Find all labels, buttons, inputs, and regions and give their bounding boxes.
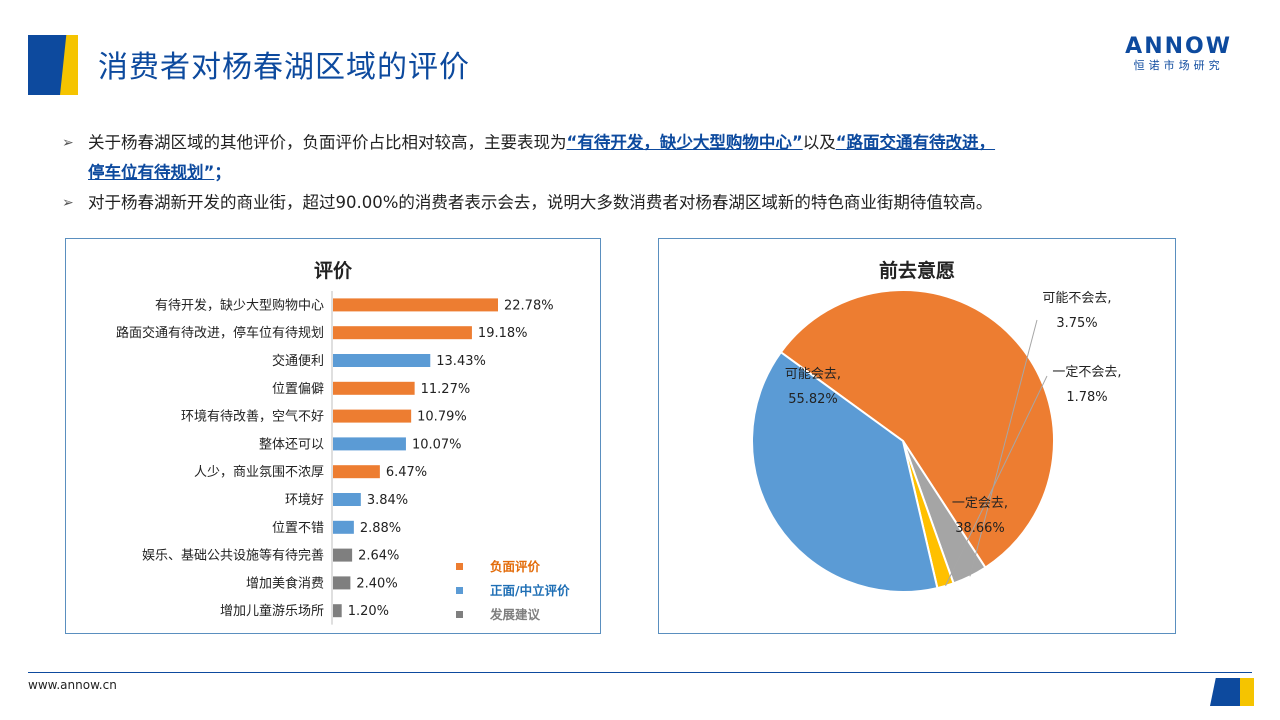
footer-accent-yellow bbox=[1240, 678, 1254, 706]
bar-value-label: 2.88% bbox=[360, 521, 401, 536]
logo-subtitle: 恒诺市场研究 bbox=[1133, 59, 1224, 72]
page-title: 消费者对杨春湖区域的评价 bbox=[98, 50, 470, 85]
bar-value-label: 10.07% bbox=[412, 437, 462, 452]
bar bbox=[333, 465, 380, 479]
legend-label: 发展建议 bbox=[489, 607, 541, 622]
pie-slice-value: 3.75% bbox=[1056, 316, 1097, 331]
legend-label: 正面/中立评价 bbox=[490, 583, 570, 598]
bar-category-label: 人少，商业氛围不浓厚 bbox=[194, 465, 324, 480]
bar-value-label: 13.43% bbox=[436, 354, 486, 369]
legend-swatch bbox=[456, 587, 463, 594]
pie-slice-label: 可能会去, bbox=[785, 367, 841, 382]
legend-swatch bbox=[456, 563, 463, 570]
bar bbox=[333, 604, 342, 618]
bar-value-label: 3.84% bbox=[367, 493, 408, 508]
bullet-1-highlight-1: “有待开发，缺少大型购物中心” bbox=[566, 133, 803, 152]
bar-category-label: 增加美食消费 bbox=[246, 575, 324, 591]
pie-slice-label: 一定不会去, bbox=[1052, 365, 1121, 380]
footer-url: www.annow.cn bbox=[28, 678, 117, 692]
bar-value-label: 2.64% bbox=[358, 549, 399, 564]
bar-chart-panel: 评价有待开发，缺少大型购物中心 22.78% 路面交通有待改进，停车位有待规划 19.… bbox=[65, 238, 601, 634]
bar-value-label: 10.79% bbox=[417, 410, 467, 425]
pie-slice-value: 38.66% bbox=[955, 521, 1005, 536]
bar-value-label: 19.18% bbox=[478, 326, 528, 341]
logo-wordmark: ANNOW bbox=[1125, 34, 1232, 59]
bar-category-label: 路面交通有待改进，停车位有待规划 bbox=[116, 325, 324, 341]
bullet-arrow-icon: ➢ bbox=[62, 135, 74, 151]
pie-chart-panel: 前去意愿可能会去, 55.82% 可能不会去, 3.75% 一定不会去, 1.78% 一定会… bbox=[658, 238, 1176, 634]
bar-category-label: 环境有待改善，空气不好 bbox=[181, 409, 324, 425]
bar-category-label: 位置不错 bbox=[272, 521, 324, 536]
annow-logo: ANNOW 恒诺市场研究 bbox=[1125, 34, 1232, 73]
pie-leader-line bbox=[945, 375, 1048, 587]
bar bbox=[333, 437, 406, 451]
bar bbox=[333, 520, 354, 534]
bar bbox=[333, 548, 353, 562]
pie-slice-label: 一定会去, bbox=[952, 496, 1008, 511]
bullet-1-highlight-2b: 停车位有待规划” bbox=[88, 163, 215, 182]
bullet-2: ➢ 对于杨春湖新开发的商业街，超过90.00%的消费者表示会去，说明大多数消费者… bbox=[62, 188, 1162, 218]
pie-slice-label: 可能不会去, bbox=[1042, 291, 1111, 306]
bar bbox=[333, 576, 351, 590]
bar-value-label: 22.78% bbox=[504, 298, 554, 313]
footer-divider bbox=[28, 672, 1252, 673]
bar bbox=[333, 409, 412, 423]
bullet-arrow-icon: ➢ bbox=[62, 195, 74, 211]
bullet-1-highlight-2a: “路面交通有待改进， bbox=[835, 133, 996, 152]
bar-category-label: 位置偏僻 bbox=[272, 382, 324, 397]
pie-slice-value: 1.78% bbox=[1066, 390, 1107, 405]
bar bbox=[333, 298, 498, 312]
bullet-1: ➢ 关于杨春湖区域的其他评价，负面评价占比相对较高，主要表现为“有待开发，缺少大… bbox=[62, 128, 1162, 188]
bar-value-label: 6.47% bbox=[386, 465, 427, 480]
pie-chart-title: 前去意愿 bbox=[879, 259, 955, 282]
pie-leader-line bbox=[969, 319, 1038, 577]
bar-value-label: 1.20% bbox=[348, 604, 389, 619]
bullet-2-text: 对于杨春湖新开发的商业街，超过90.00%的消费者表示会去，说明大多数消费者对杨… bbox=[88, 193, 993, 212]
pie-slice-value: 55.82% bbox=[788, 392, 838, 407]
legend-swatch bbox=[456, 611, 463, 618]
bar bbox=[333, 354, 431, 367]
bullet-1-text: 关于杨春湖区域的其他评价，负面评价占比相对较高，主要表现为 bbox=[88, 133, 567, 152]
bar-category-label: 娱乐、基础公共设施等有待完善 bbox=[142, 548, 324, 564]
bullet-1-end: ； bbox=[214, 163, 231, 182]
bar-category-label: 整体还可以 bbox=[259, 437, 324, 452]
bar-value-label: 2.40% bbox=[356, 576, 397, 591]
bar bbox=[333, 493, 361, 506]
pie-slice bbox=[751, 350, 939, 593]
bar-category-label: 增加儿童游乐场所 bbox=[220, 603, 324, 619]
bar-category-label: 环境好 bbox=[285, 493, 324, 508]
legend-label: 负面评价 bbox=[490, 559, 541, 574]
bar bbox=[333, 381, 415, 395]
summary-bullets: ➢ 关于杨春湖区域的其他评价，负面评价占比相对较高，主要表现为“有待开发，缺少大… bbox=[62, 128, 1162, 218]
bar-value-label: 11.27% bbox=[421, 382, 471, 397]
bar-category-label: 有待开发，缺少大型购物中心 bbox=[155, 297, 324, 313]
bar-chart-title: 评价 bbox=[314, 260, 353, 282]
bullet-1-connector: 以及 bbox=[802, 133, 836, 152]
footer-accent-blue bbox=[1210, 678, 1242, 706]
bar bbox=[333, 326, 472, 340]
pie-slice bbox=[779, 289, 1055, 569]
bar-category-label: 交通便利 bbox=[272, 353, 324, 369]
